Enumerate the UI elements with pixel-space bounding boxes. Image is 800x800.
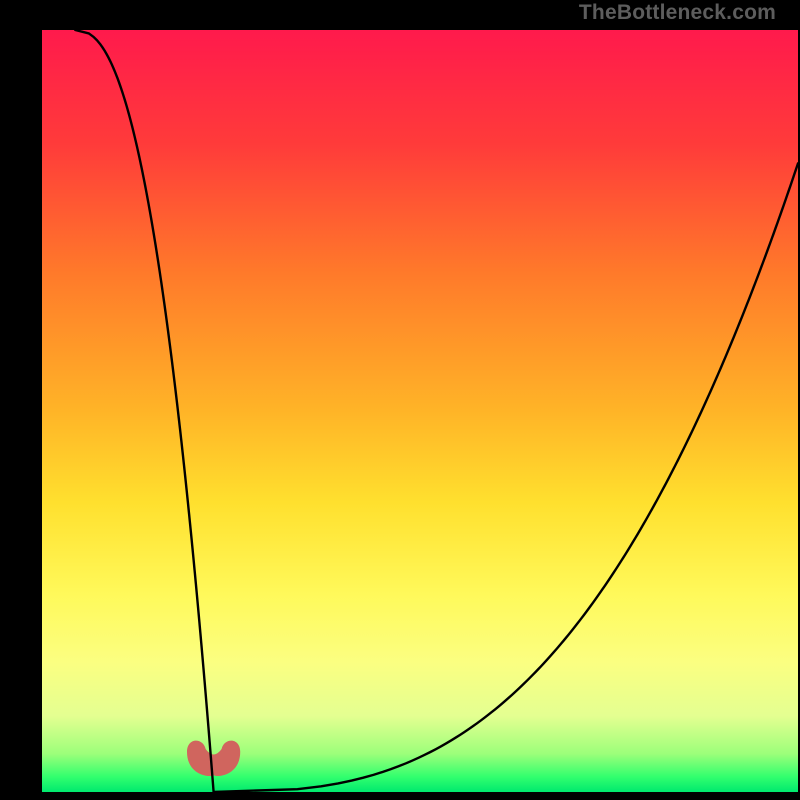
gradient-panel [42, 30, 798, 792]
chart-frame: TheBottleneck.com [0, 0, 800, 800]
watermark-text: TheBottleneck.com [579, 1, 776, 25]
plot-svg [0, 0, 800, 800]
